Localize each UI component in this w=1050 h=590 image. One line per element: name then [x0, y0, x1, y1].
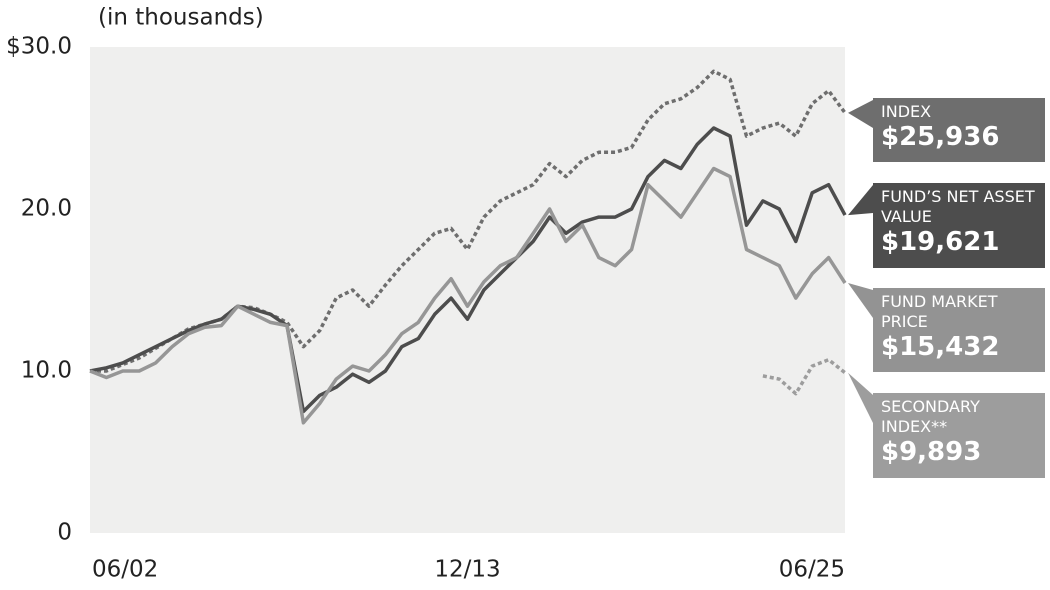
callout-pointer — [848, 372, 873, 423]
callout-pointer — [848, 185, 873, 216]
end-value-label: $19,621 — [881, 227, 1000, 257]
callout-pointer — [848, 283, 873, 318]
end-value-label: $15,432 — [881, 332, 1000, 362]
y-tick-label: 0 — [57, 520, 72, 546]
y-tick-label: 10.0 — [21, 358, 72, 384]
legend-name: SECONDARY INDEX** — [881, 397, 980, 436]
y-tick-label: $30.0 — [6, 34, 72, 60]
series-line — [90, 69, 847, 373]
x-tick-label: 12/13 — [434, 557, 500, 583]
end-value-label: $9,893 — [881, 437, 982, 467]
legend-name: FUND MARKET PRICE — [881, 292, 998, 331]
x-tick-label: 06/25 — [779, 557, 845, 583]
series-line — [89, 126, 847, 414]
series-line — [89, 166, 847, 425]
legend-box: SECONDARY INDEX** $9,893 — [873, 393, 1045, 478]
plot-area — [90, 47, 845, 533]
x-tick-label: 06/02 — [92, 557, 158, 583]
y-tick-label: 20.0 — [21, 196, 72, 222]
legend-box: INDEX $25,936 — [873, 98, 1045, 162]
legend-box: FUND’S NET ASSET VALUE $19,621 — [873, 183, 1045, 268]
legend-name: INDEX — [881, 102, 932, 121]
legend-name: FUND’S NET ASSET VALUE — [881, 187, 1035, 226]
legend-box: FUND MARKET PRICE $15,432 — [873, 288, 1045, 372]
callout-pointer — [848, 100, 873, 128]
end-value-label: $25,936 — [881, 122, 1000, 152]
y-axis-label: (in thousands) — [98, 5, 264, 31]
series-line — [762, 357, 847, 396]
